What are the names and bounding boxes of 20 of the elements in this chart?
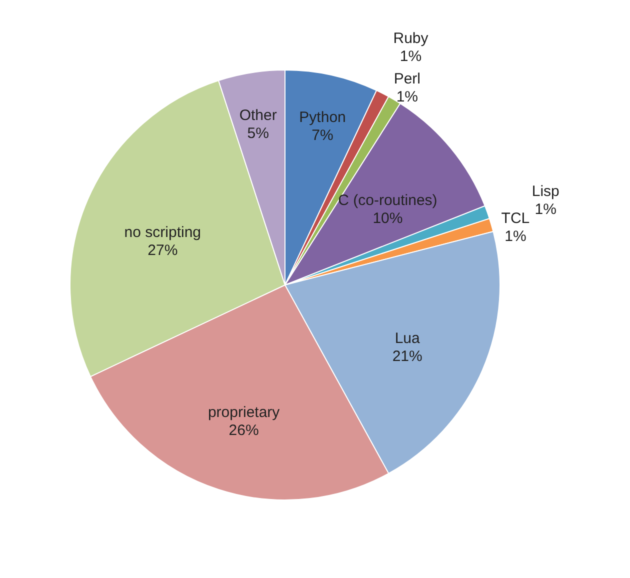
- slice-label: Ruby: [393, 30, 429, 48]
- data-label: 1%: [396, 88, 418, 106]
- slice-label: TCL: [501, 210, 530, 228]
- slice-label: Python: [299, 109, 346, 126]
- data-label: 1%: [504, 228, 526, 246]
- slice-label: no scripting: [124, 224, 202, 242]
- data-label: 27%: [148, 242, 178, 260]
- slice-label: Other: [239, 107, 277, 124]
- data-label: 7%: [312, 127, 334, 144]
- slice-label: C (co-routines): [338, 192, 438, 210]
- slice-label: Perl: [394, 70, 421, 88]
- slice-label: Lua: [394, 330, 421, 347]
- slice-label: proprietary: [208, 404, 280, 421]
- data-label: 1%: [534, 201, 556, 218]
- slice-label: Lisp: [532, 183, 560, 200]
- data-label: 26%: [228, 422, 259, 439]
- data-label: 1%: [400, 48, 422, 66]
- data-label: 5%: [247, 125, 269, 142]
- data-label: 21%: [392, 348, 422, 365]
- data-label: 10%: [372, 210, 403, 228]
